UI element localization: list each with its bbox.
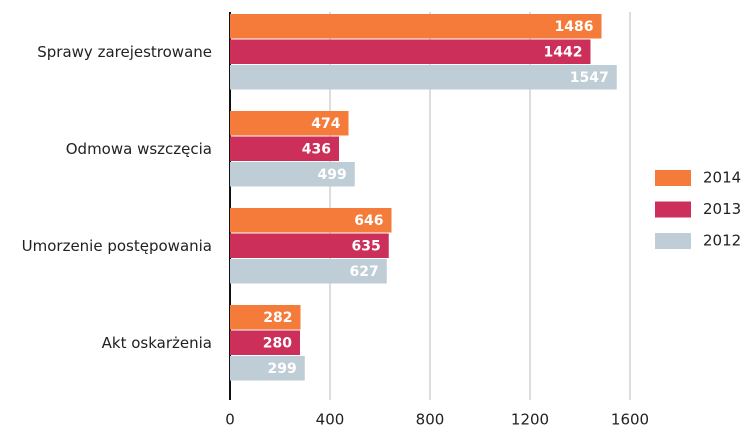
y-tick-label: Akt oskarżenia [102,334,212,352]
data-label: 1442 [544,44,583,60]
x-tick-label: 800 [416,411,445,429]
x-tick-label: 1200 [511,411,549,429]
bar [230,259,387,284]
bar [230,39,591,64]
data-label: 627 [350,264,379,280]
data-label: 1547 [570,70,609,86]
bar [230,305,301,330]
bar [230,208,392,233]
x-tick-label: 1600 [611,411,649,429]
x-tick-label: 0 [225,411,235,429]
data-label: 436 [302,141,331,157]
x-tick-label: 400 [316,411,345,429]
legend-swatch [655,170,691,186]
bar [230,356,305,381]
bar [230,330,300,355]
data-label: 299 [268,361,297,377]
y-tick-label: Sprawy zarejestrowane [37,43,212,61]
legend-label: 2013 [703,200,741,218]
data-label: 635 [352,238,381,254]
data-label: 499 [318,167,347,183]
data-label: 280 [263,335,292,351]
data-label: 474 [311,116,340,132]
data-label: 646 [354,213,383,229]
bar [230,136,339,161]
bar [230,111,349,136]
legend-label: 2012 [703,232,741,250]
legend-label: 2014 [703,169,741,187]
y-tick-label: Umorzenie postępowania [22,237,212,255]
bar [230,233,389,258]
data-label: 282 [263,310,292,326]
bar [230,14,602,39]
bar [230,65,617,90]
data-label: 1486 [555,19,594,35]
legend-swatch [655,233,691,249]
y-tick-label: Odmowa wszczęcia [66,140,212,158]
legend-swatch [655,201,691,218]
bar [230,162,355,187]
